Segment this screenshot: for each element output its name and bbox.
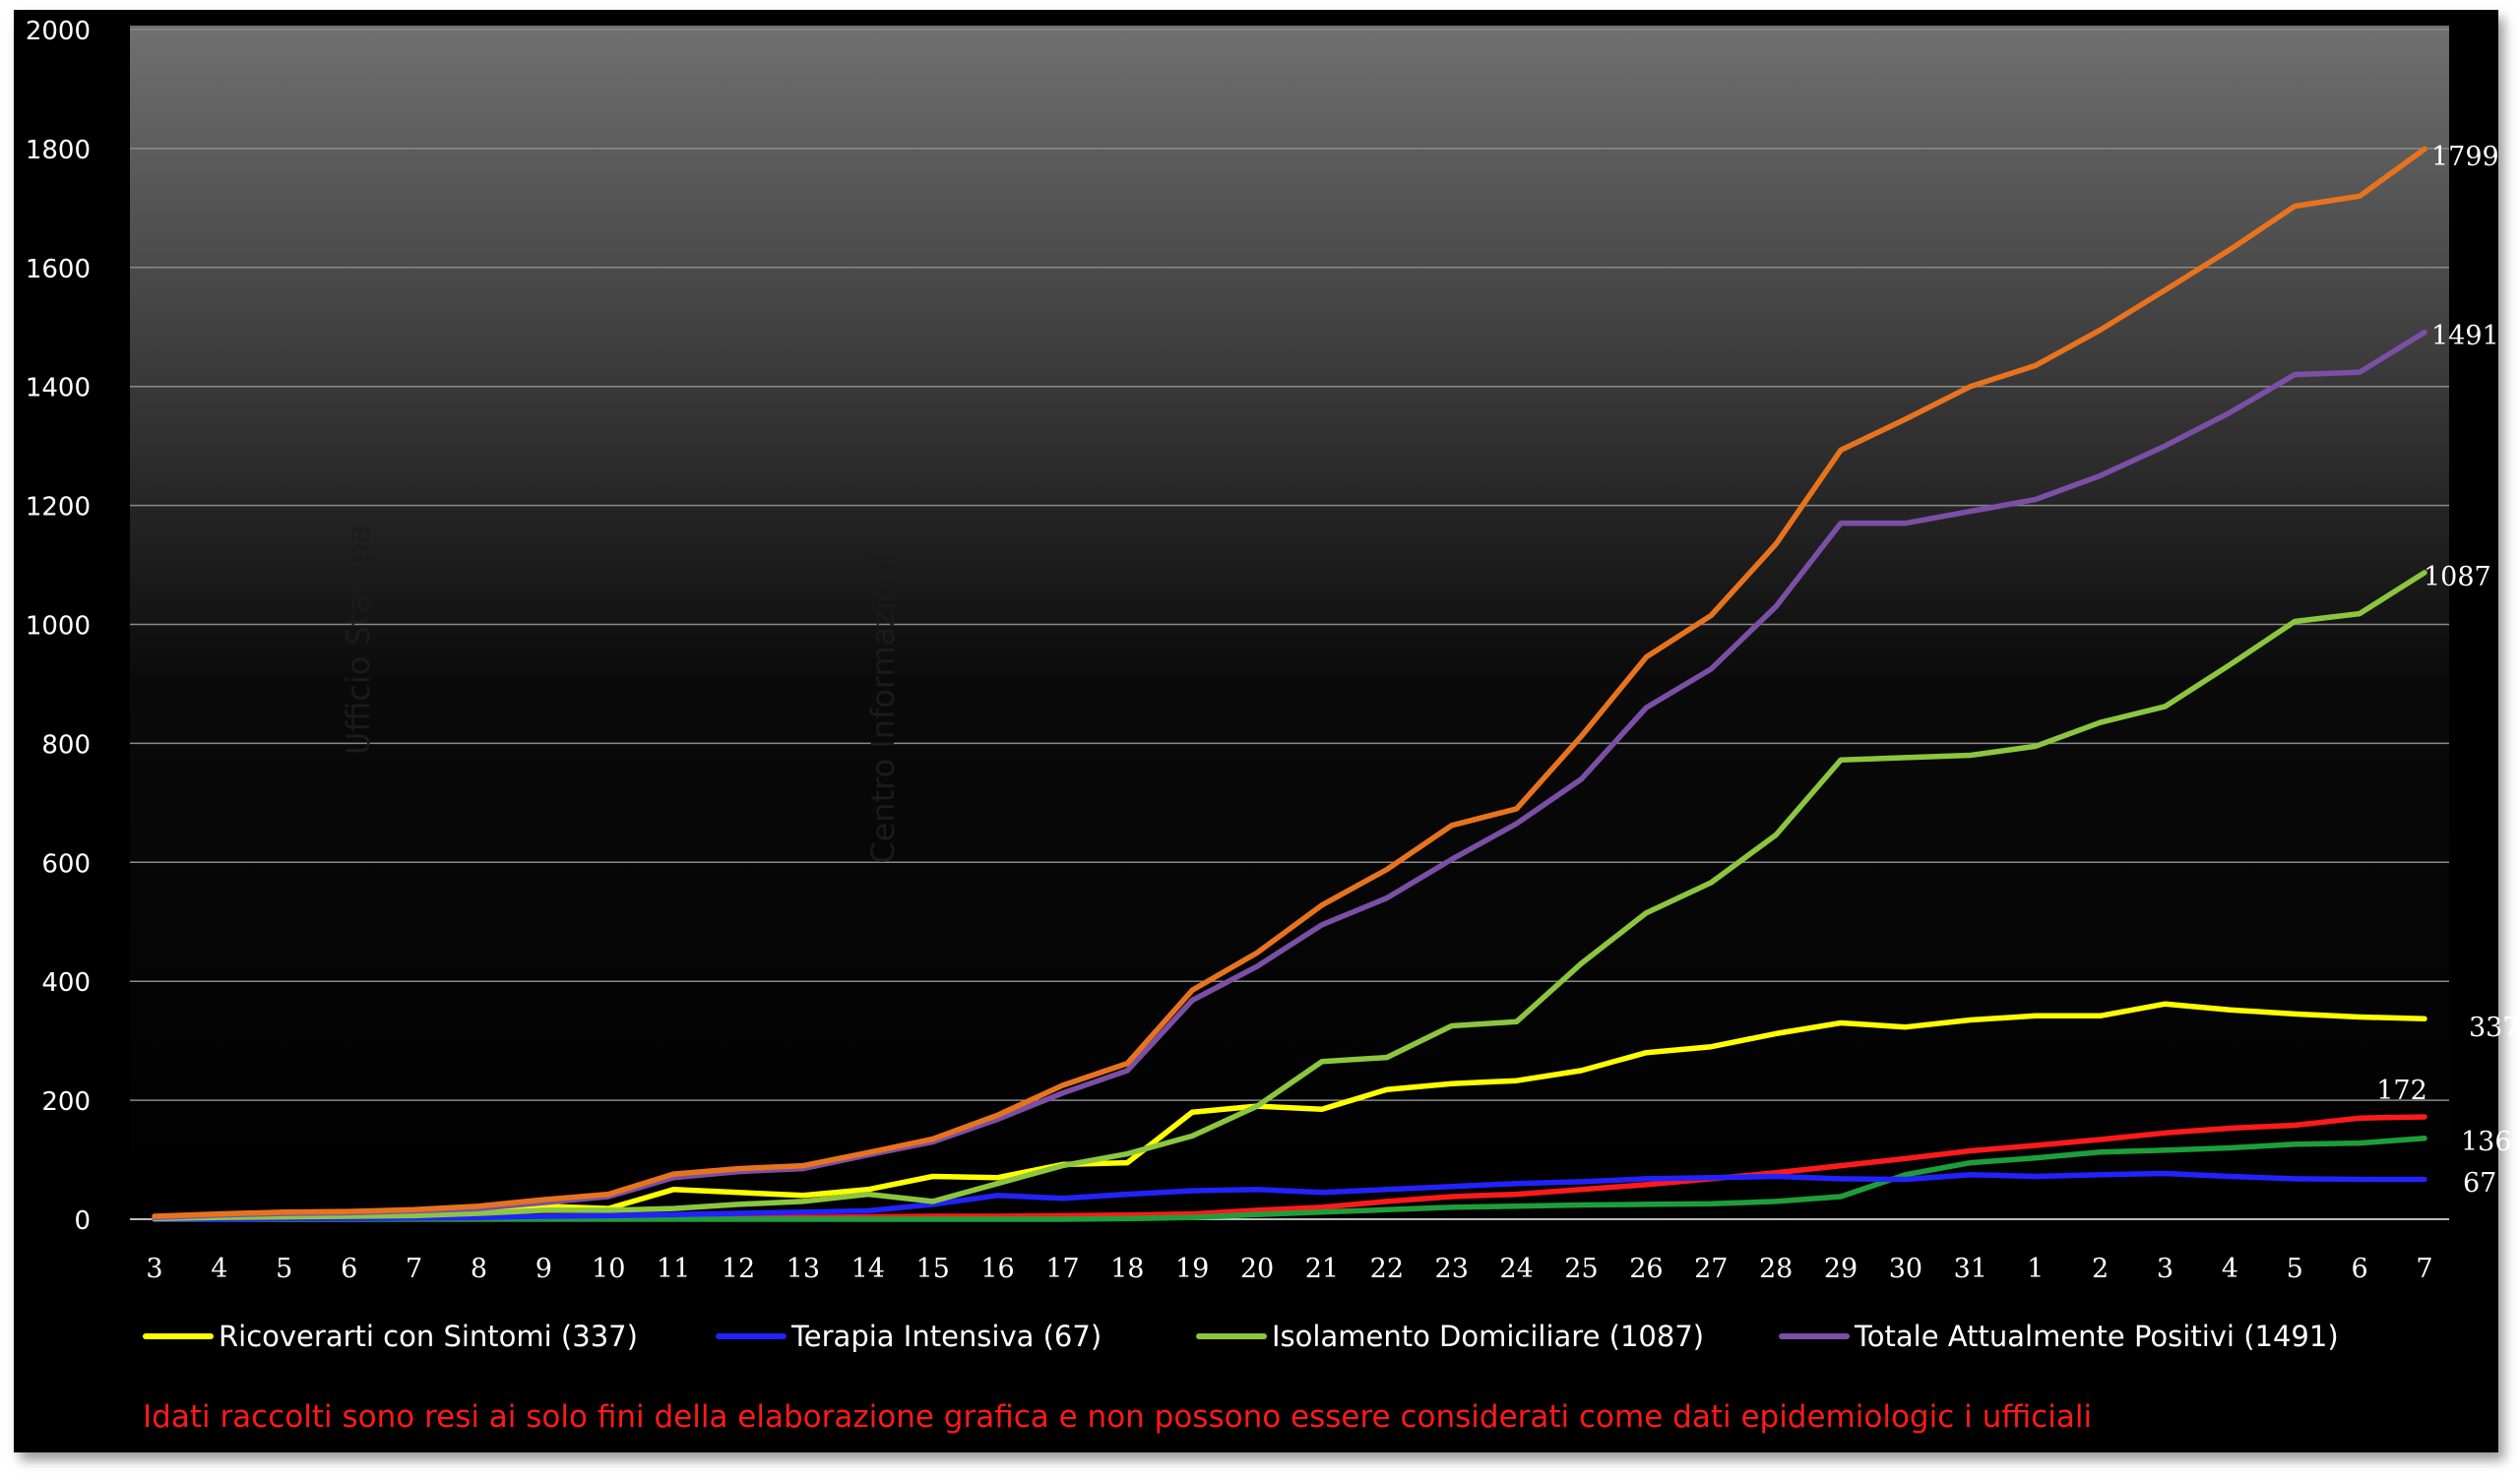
legend-label: Totale Attualmente Positivi (1491) bbox=[1854, 1320, 2339, 1353]
end-value-label: 1087 bbox=[2424, 562, 2491, 592]
x-tick-label: 7 bbox=[2416, 1254, 2432, 1284]
x-tick-label: 27 bbox=[1694, 1254, 1728, 1284]
y-tick-label: 400 bbox=[41, 968, 91, 998]
legend-label: Isolamento Domiciliare (1087) bbox=[1272, 1320, 1704, 1353]
x-tick-label: 6 bbox=[2352, 1254, 2368, 1284]
end-value-label: 1491 bbox=[2431, 321, 2499, 351]
y-tick-label: 800 bbox=[41, 730, 91, 760]
x-tick-label: 4 bbox=[211, 1254, 227, 1284]
x-tick-label: 4 bbox=[2222, 1254, 2238, 1284]
x-tick-label: 6 bbox=[341, 1254, 357, 1284]
x-tick-label: 21 bbox=[1305, 1254, 1339, 1284]
x-tick-label: 14 bbox=[851, 1254, 885, 1284]
end-value-label: 337 bbox=[2469, 1013, 2520, 1043]
x-tick-label: 8 bbox=[471, 1254, 487, 1284]
y-tick-label: 1800 bbox=[26, 136, 91, 165]
x-tick-label: 23 bbox=[1435, 1254, 1469, 1284]
x-tick-label: 5 bbox=[2287, 1254, 2303, 1284]
y-tick-label: 200 bbox=[41, 1087, 91, 1117]
watermark-text: Centro Informazioni bbox=[864, 553, 902, 863]
x-tick-label: 18 bbox=[1110, 1254, 1144, 1284]
x-tick-label: 10 bbox=[592, 1254, 625, 1284]
x-tick-label: 1 bbox=[2027, 1254, 2044, 1284]
y-tick-label: 0 bbox=[74, 1206, 91, 1236]
y-tick-label: 2000 bbox=[26, 17, 91, 46]
x-axis-ticks: 3 4 5 6 7 8 9 10 11 12 13 14 15 16 17 18 19 20 21 22 23 24 25 2… bbox=[146, 1254, 2432, 1284]
disclaimer-text: Idati raccolti sono resi ai solo fini de… bbox=[143, 1399, 2092, 1435]
legend-label: Terapia Intensiva (67) bbox=[790, 1320, 1102, 1353]
watermarks: Ufficio Stampa Centro Informazioni bbox=[340, 524, 902, 864]
x-tick-label: 17 bbox=[1045, 1254, 1079, 1284]
x-tick-label: 30 bbox=[1889, 1254, 1922, 1284]
x-tick-label: 5 bbox=[276, 1254, 292, 1284]
watermark-text: Ufficio Stampa bbox=[340, 524, 377, 755]
series-line bbox=[152, 1136, 2427, 1222]
x-tick-label: 19 bbox=[1175, 1254, 1209, 1284]
x-tick-label: 9 bbox=[536, 1254, 552, 1284]
y-tick-label: 1400 bbox=[26, 374, 91, 403]
x-tick-label: 26 bbox=[1629, 1254, 1663, 1284]
x-tick-label: 15 bbox=[915, 1254, 949, 1284]
x-tick-label: 12 bbox=[722, 1254, 755, 1284]
x-tick-label: 3 bbox=[2157, 1254, 2174, 1284]
x-tick-label: 22 bbox=[1370, 1254, 1404, 1284]
series-line bbox=[152, 146, 2427, 1219]
x-tick-label: 3 bbox=[146, 1254, 162, 1284]
x-tick-label: 16 bbox=[980, 1254, 1014, 1284]
x-tick-label: 13 bbox=[787, 1254, 820, 1284]
x-tick-label: 2 bbox=[2092, 1254, 2109, 1284]
x-tick-label: 31 bbox=[1954, 1254, 1987, 1284]
x-tick-label: 24 bbox=[1499, 1254, 1533, 1284]
end-value-label: 136 bbox=[2461, 1127, 2512, 1157]
x-tick-label: 11 bbox=[657, 1254, 690, 1284]
grid-lines bbox=[130, 29, 2449, 1220]
end-labels: 337 67 1087 1491 1799 172 136 bbox=[2376, 142, 2519, 1199]
x-tick-label: 25 bbox=[1564, 1254, 1598, 1284]
x-tick-label: 29 bbox=[1824, 1254, 1858, 1284]
series-line bbox=[152, 1001, 2427, 1221]
legend: Ricoverarti con Sintomi (337) Terapia Int… bbox=[143, 1320, 2339, 1353]
x-tick-label: 20 bbox=[1240, 1254, 1274, 1284]
y-tick-label: 1200 bbox=[26, 493, 91, 523]
y-tick-label: 1000 bbox=[26, 612, 91, 642]
legend-label: Ricoverarti con Sintomi (337) bbox=[219, 1320, 638, 1353]
y-tick-label: 1600 bbox=[26, 255, 91, 284]
x-tick-label: 7 bbox=[406, 1254, 422, 1284]
y-tick-label: 600 bbox=[41, 849, 91, 879]
y-axis-ticks: 0 200 400 600 800 1000 1200 1400 1600 1800 2000 bbox=[26, 17, 91, 1236]
series-lines bbox=[152, 146, 2427, 1222]
x-tick-label: 28 bbox=[1759, 1254, 1793, 1284]
plot-area bbox=[130, 26, 2449, 1220]
end-value-label: 67 bbox=[2463, 1168, 2496, 1199]
series-line bbox=[152, 570, 2427, 1222]
series-line bbox=[152, 1170, 2427, 1222]
end-value-label: 172 bbox=[2376, 1076, 2427, 1106]
series-line bbox=[152, 329, 2427, 1220]
end-value-label: 1799 bbox=[2431, 142, 2499, 172]
